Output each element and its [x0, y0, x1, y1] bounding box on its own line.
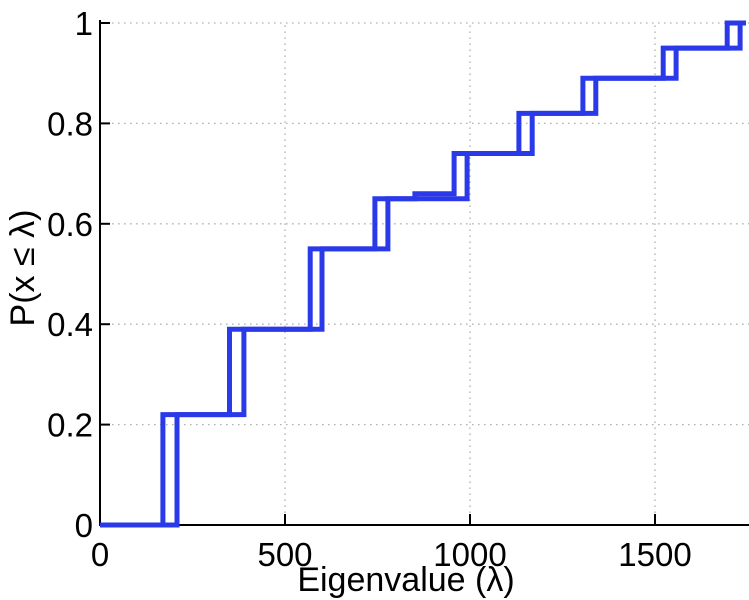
y-tick-label-0.6: 0.6	[47, 206, 93, 243]
x-tick-label-500: 500	[257, 536, 312, 573]
ecdf-step-upper	[100, 20, 746, 528]
axis-layer: 0 0.2 0.4 0.6 0.8 1 0 500 1000 1500	[47, 5, 749, 573]
x-axis-label: Eigenvalue (λ)	[297, 561, 514, 599]
ecdf-step-lower	[100, 20, 746, 528]
x-tick-label-1500: 1500	[618, 536, 691, 573]
label-layer: Eigenvalue (λ) P(x ≤ λ)	[4, 210, 515, 599]
y-tick-label-0.4: 0.4	[47, 306, 93, 343]
x-tick-label-0: 0	[91, 536, 109, 573]
y-axis-label: P(x ≤ λ)	[4, 210, 42, 327]
grid-layer	[100, 22, 749, 525]
x-tick-label-1000: 1000	[433, 536, 506, 573]
y-tick-label-0: 0	[75, 507, 93, 544]
y-tick-label-1: 1	[75, 5, 93, 42]
y-tick-label-0.2: 0.2	[47, 407, 93, 444]
y-tick-label-0.8: 0.8	[47, 105, 93, 142]
series-layer	[100, 20, 746, 528]
